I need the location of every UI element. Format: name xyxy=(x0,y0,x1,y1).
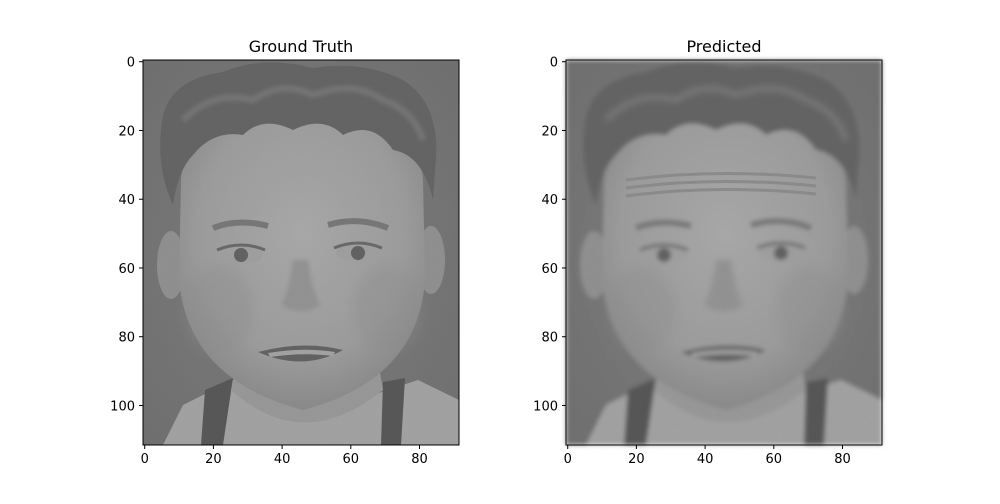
y-tick-label: 40 xyxy=(118,193,135,208)
y-tick-label: 20 xyxy=(118,124,135,139)
panel-title: Predicted xyxy=(686,37,761,56)
face-image xyxy=(566,60,882,445)
x-tick-label: 60 xyxy=(343,452,360,467)
x-tick-label: 80 xyxy=(411,452,428,467)
y-tick-label: 100 xyxy=(533,399,558,414)
y-tick-label: 80 xyxy=(541,331,558,346)
x-tick-label: 80 xyxy=(834,452,851,467)
forehead-lines xyxy=(625,171,817,198)
y-tick-label: 60 xyxy=(118,262,135,277)
y-tick-label: 0 xyxy=(127,56,135,71)
x-tick-label: 0 xyxy=(564,452,572,467)
face-image xyxy=(143,60,459,445)
x-tick-label: 40 xyxy=(274,452,291,467)
y-tick-label: 100 xyxy=(110,399,135,414)
x-tick-label: 60 xyxy=(766,452,783,467)
panel-predicted: Predicted 0 20 40 60 80 0 20 40 60 80 100 xyxy=(533,37,882,467)
y-tick-label: 40 xyxy=(541,193,558,208)
axes-frame xyxy=(565,59,883,446)
panel-ground-truth: Ground Truth 0 20 40 60 80 0 20 40 60 80 100 xyxy=(110,37,459,467)
x-tick-label: 40 xyxy=(697,452,714,467)
panel-title: Ground Truth xyxy=(249,37,354,56)
x-tick-label: 0 xyxy=(141,452,149,467)
y-tick-label: 0 xyxy=(550,56,558,71)
axes-frame xyxy=(142,59,460,446)
x-tick-label: 20 xyxy=(628,452,645,467)
y-tick-label: 60 xyxy=(541,262,558,277)
y-tick-label: 80 xyxy=(118,331,135,346)
y-tick-label: 20 xyxy=(541,124,558,139)
x-tick-label: 20 xyxy=(205,452,222,467)
